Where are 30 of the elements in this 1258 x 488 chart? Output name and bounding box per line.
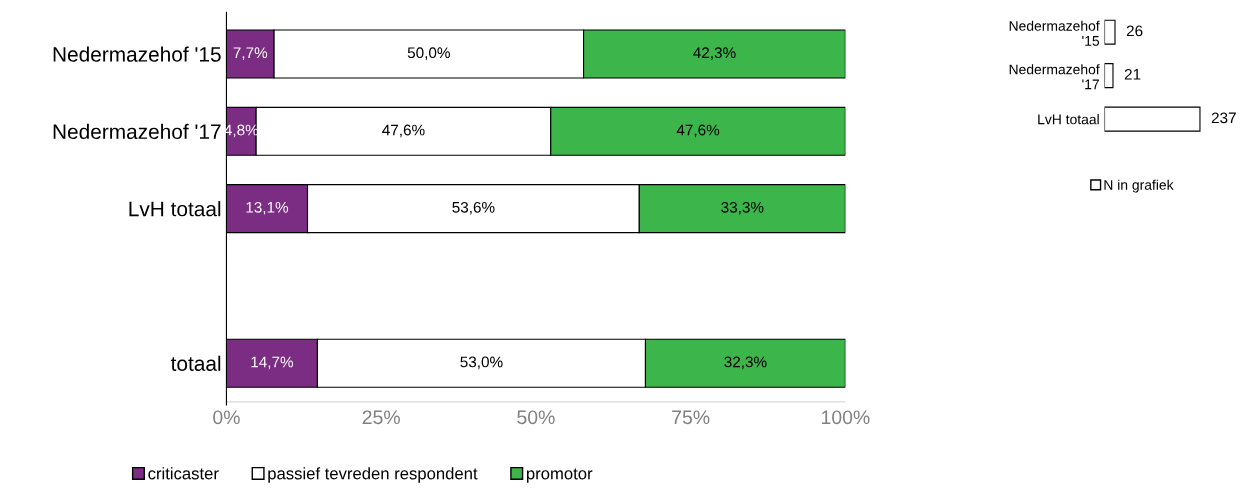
y-tick-label: Nedermazehof '15 (53, 46, 221, 62)
y-tick-label: Nedermazehof '15 (1009, 20, 1100, 46)
data-label: 13,1% (246, 201, 289, 215)
x-tick-label: 75% (672, 410, 710, 425)
y-tick-label: totaal (170, 355, 221, 371)
data-label: 21 (1124, 68, 1141, 80)
data-label: 32,3% (724, 356, 767, 370)
data-label: 47,6% (382, 124, 425, 138)
y-tick-label: Nedermazehof '17 (1009, 64, 1100, 90)
legend-label: N in grafiek (1104, 179, 1174, 193)
data-label: 237 (1211, 112, 1236, 124)
legend-label: promotor (526, 468, 593, 483)
legend-label: criticaster (148, 467, 219, 480)
data-label: 7,7% (233, 47, 268, 60)
data-label: 14,7% (251, 356, 294, 370)
y-tick-label: LvH totaal (1038, 114, 1099, 125)
data-label: 50,0% (407, 47, 450, 60)
data-label: 26 (1126, 25, 1143, 37)
x-tick-label: 25% (362, 410, 400, 425)
data-label: 42,3% (693, 47, 736, 60)
y-tick-label: Nedermazehof '17 (53, 123, 221, 140)
y-tick-label: LvH totaal (129, 201, 221, 217)
data-label: 53,0% (460, 356, 503, 370)
x-tick-label: 0% (213, 410, 240, 425)
legend-label: passief tevreden respondent (268, 467, 478, 483)
data-label: 47,6% (676, 124, 720, 138)
data-label: 33,3% (721, 201, 764, 215)
x-tick-label: 50% (517, 410, 555, 425)
data-label: 53,6% (452, 201, 495, 215)
x-tick-label: 100% (821, 410, 870, 425)
